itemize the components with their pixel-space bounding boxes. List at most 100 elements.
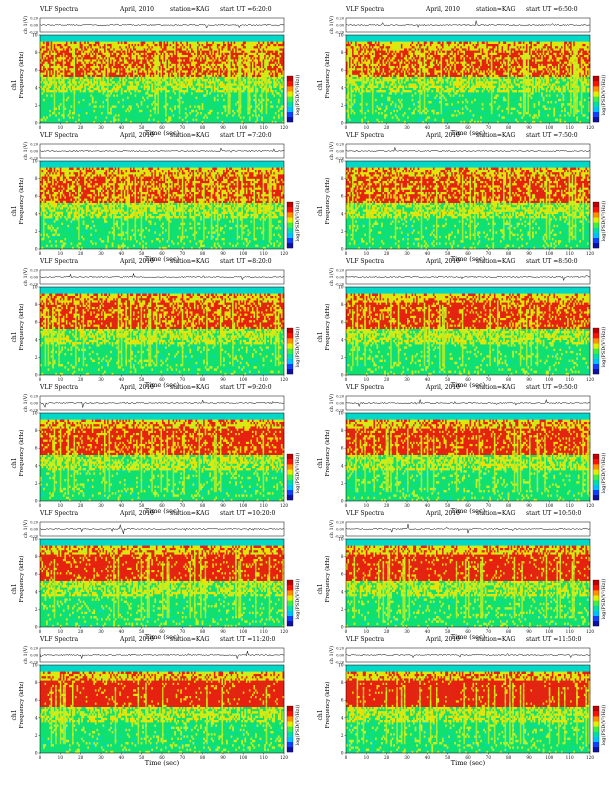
- x-tick-label: 60: [465, 629, 471, 634]
- x-tick-label: 110: [566, 503, 574, 508]
- colorbar-segment: [593, 76, 599, 82]
- colorbar-segment: [287, 81, 293, 87]
- x-tick-label: 120: [280, 755, 288, 760]
- waveform-line: [345, 524, 591, 534]
- y-tick-label: 0: [35, 625, 38, 630]
- spectra-panel: VLF Spectra April, 2010 station=KAG start U…: [0, 132, 306, 262]
- x-tick-label: 0: [345, 377, 348, 382]
- x-tick-label: 40: [425, 503, 431, 508]
- colorbar-segment: [593, 348, 599, 354]
- panel-station: station=KAG: [476, 6, 515, 16]
- x-tick-label: 100: [545, 755, 553, 760]
- x-tick-label: 90: [220, 377, 226, 382]
- x-tick-label: 120: [280, 125, 288, 130]
- panel-date: April, 2010: [426, 636, 460, 646]
- x-tick-label: 60: [465, 125, 471, 130]
- y-tick-label: 6: [341, 572, 344, 577]
- waveform-tick-label: 0.20: [336, 143, 344, 147]
- x-tick-label: 60: [465, 377, 471, 382]
- channel-label: ch1: [317, 331, 324, 342]
- x-tick-label: 60: [465, 503, 471, 508]
- y-tick-label: 4: [35, 337, 38, 342]
- y-tick-label: 6: [341, 194, 344, 199]
- x-tick-label: 90: [526, 377, 532, 382]
- x-tick-label: 30: [404, 251, 410, 256]
- colorbar-segment: [593, 711, 599, 717]
- x-tick-label: 10: [364, 755, 370, 760]
- x-tick-label: 30: [98, 125, 104, 130]
- y-tick-label: 4: [35, 589, 38, 594]
- x-tick-label: 100: [239, 629, 247, 634]
- x-tick-label: 60: [159, 629, 165, 634]
- y-tick-label: 8: [341, 176, 344, 181]
- x-tick-label: 0: [345, 755, 348, 760]
- waveform-line: [39, 272, 285, 281]
- x-tick-label: 0: [39, 377, 42, 382]
- panel-date: April, 2010: [426, 258, 460, 268]
- x-tick-label: 80: [506, 629, 512, 634]
- panel-station: station=KAG: [170, 636, 209, 646]
- colorbar-segment: [593, 474, 599, 480]
- colorbar-label: log(PSD(V²/Hz)): [600, 453, 607, 494]
- x-tick-label: 0: [39, 629, 42, 634]
- x-tick-label: 60: [159, 125, 165, 130]
- colorbar-segment: [287, 489, 293, 496]
- colorbar-segment: [287, 86, 293, 92]
- waveform-line: [39, 524, 285, 534]
- y-tick-label: 4: [35, 211, 38, 216]
- colorbar: log(PSD(V²/Hz)): [592, 75, 607, 123]
- colorbar-segment: [593, 484, 599, 490]
- colorbar-segment: [593, 454, 599, 460]
- colorbar-segment: [287, 207, 293, 213]
- x-tick-label: 30: [404, 755, 410, 760]
- x-tick-label: 50: [139, 251, 145, 256]
- colorbar-label: log(PSD(V²/Hz)): [294, 579, 301, 620]
- waveform-tick-label: 0.20: [30, 17, 38, 21]
- x-tick-label: 120: [280, 377, 288, 382]
- colorbar: log(PSD(V²/Hz)): [286, 75, 301, 123]
- panel-date: April, 2010: [120, 132, 154, 142]
- x-tick-label: 70: [180, 251, 186, 256]
- panel-date: April, 2010: [426, 384, 460, 394]
- colorbar-segment: [287, 76, 293, 82]
- x-tick-label: 90: [220, 125, 226, 130]
- x-tick-label: 40: [119, 125, 125, 130]
- x-tick-label: 90: [526, 755, 532, 760]
- colorbar-segment: [593, 86, 599, 92]
- y-axis-label: Frequency (kHz): [324, 682, 331, 729]
- y-tick-label: 0: [341, 751, 344, 756]
- y-tick-label: 8: [341, 680, 344, 685]
- channel-label: ch1: [11, 709, 18, 720]
- waveform-ylabel: ch 1(V): [328, 16, 335, 34]
- x-tick-label: 80: [506, 377, 512, 382]
- colorbar-segment: [593, 368, 599, 375]
- spectrogram: 0 10 20 30 40 50 60 70 80 90 100 110 120 Time (sec) 0 2…: [11, 33, 288, 137]
- x-tick-label: 10: [364, 503, 370, 508]
- colorbar-segment: [593, 207, 599, 213]
- waveform-tick-label: -0.20: [29, 409, 38, 413]
- waveform-tick-label: -0.20: [335, 661, 344, 665]
- x-axis-label: Time (sec): [145, 759, 180, 766]
- colorbar: log(PSD(V²/Hz)): [592, 705, 607, 753]
- waveform-ylabel: ch 1(V): [22, 646, 29, 664]
- waveform-tick-label: -0.20: [335, 535, 344, 539]
- waveform-tick-label: 0.00: [336, 150, 344, 154]
- y-axis-label: Frequency (kHz): [18, 52, 25, 99]
- x-tick-label: 80: [200, 629, 206, 634]
- spectra-panel: VLF Spectra April, 2010 station=KAG start U…: [306, 6, 612, 136]
- x-axis-label: Time (sec): [451, 255, 486, 262]
- colorbar-segment: [287, 338, 293, 344]
- y-tick-label: 4: [35, 715, 38, 720]
- spectrogram: 0 10 20 30 40 50 60 70 80 90 100 110 120 Time (sec) 0 2…: [317, 537, 594, 641]
- panel-start-time: start UT =7:50:0: [526, 132, 578, 142]
- colorbar-segment: [287, 746, 293, 753]
- waveform-tick-label: 0.00: [336, 402, 344, 406]
- x-tick-label: 100: [239, 125, 247, 130]
- x-tick-label: 70: [486, 125, 492, 130]
